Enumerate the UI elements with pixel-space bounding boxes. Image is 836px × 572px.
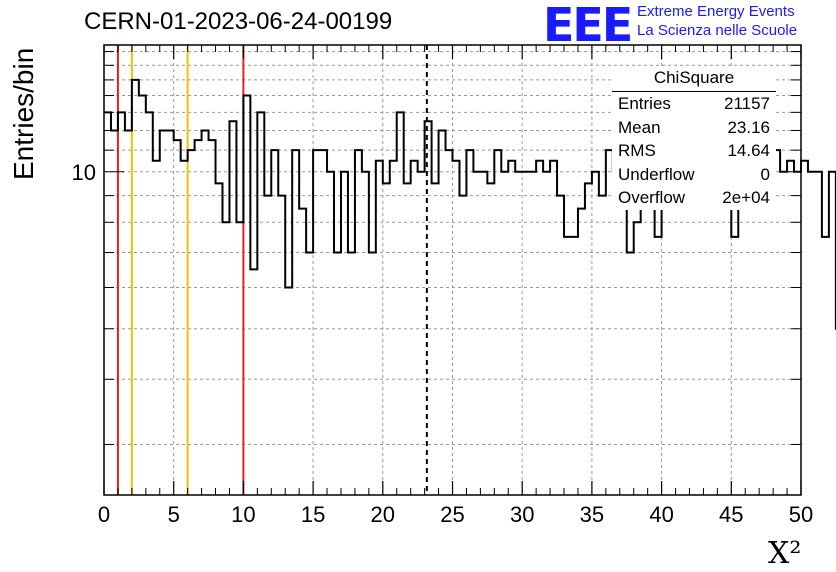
stats-value: 21157 <box>723 94 770 113</box>
stats-row: RMS 14.64 <box>612 139 776 163</box>
x-tick-label: 50 <box>789 502 813 527</box>
stats-value: 0 <box>760 164 770 184</box>
x-tick-label: 15 <box>301 502 325 527</box>
x-tick-label: 20 <box>371 502 395 527</box>
x-tick-label: 40 <box>649 502 673 527</box>
stats-label: Underflow <box>618 164 695 184</box>
stats-value: 2e+04 <box>722 188 770 207</box>
x-tick-label: 30 <box>510 502 534 527</box>
stats-value: 14.64 <box>727 141 770 160</box>
x-tick-label: 0 <box>98 502 110 527</box>
x-tick-label: 10 <box>231 502 255 527</box>
page-title: CERN-01-2023-06-24-00199 <box>84 8 393 35</box>
stats-label: Entries <box>618 94 671 113</box>
stats-label: RMS <box>618 141 656 160</box>
x-tick-label: 25 <box>440 502 464 527</box>
stats-label: Mean <box>618 117 661 137</box>
stats-row: Entries 21157 <box>612 92 776 116</box>
stats-value: 23.16 <box>727 117 770 137</box>
stats-row: Overflow 2e+04 <box>612 186 776 210</box>
stats-box: ChiSquare Entries 21157 Mean 23.16 RMS 1… <box>612 68 776 210</box>
stats-label: Overflow <box>618 188 686 207</box>
y-tick-label: 10 <box>72 160 96 185</box>
stats-title: ChiSquare <box>612 68 776 92</box>
logo-line-2: La Scienza nelle Scuole <box>637 22 798 39</box>
x-tick-label: 45 <box>719 502 743 527</box>
logo-line-1: Extreme Energy Events <box>637 3 795 20</box>
x-tick-label: 35 <box>580 502 604 527</box>
x-axis-label: X² <box>768 536 802 571</box>
stats-row: Underflow 0 <box>612 163 776 187</box>
y-axis-label: Entries/bin <box>8 47 39 180</box>
stats-row: Mean 23.16 <box>612 116 776 140</box>
histogram-series <box>104 78 836 330</box>
x-tick-label: 5 <box>168 502 180 527</box>
eee-logo: EEE <box>543 0 633 52</box>
